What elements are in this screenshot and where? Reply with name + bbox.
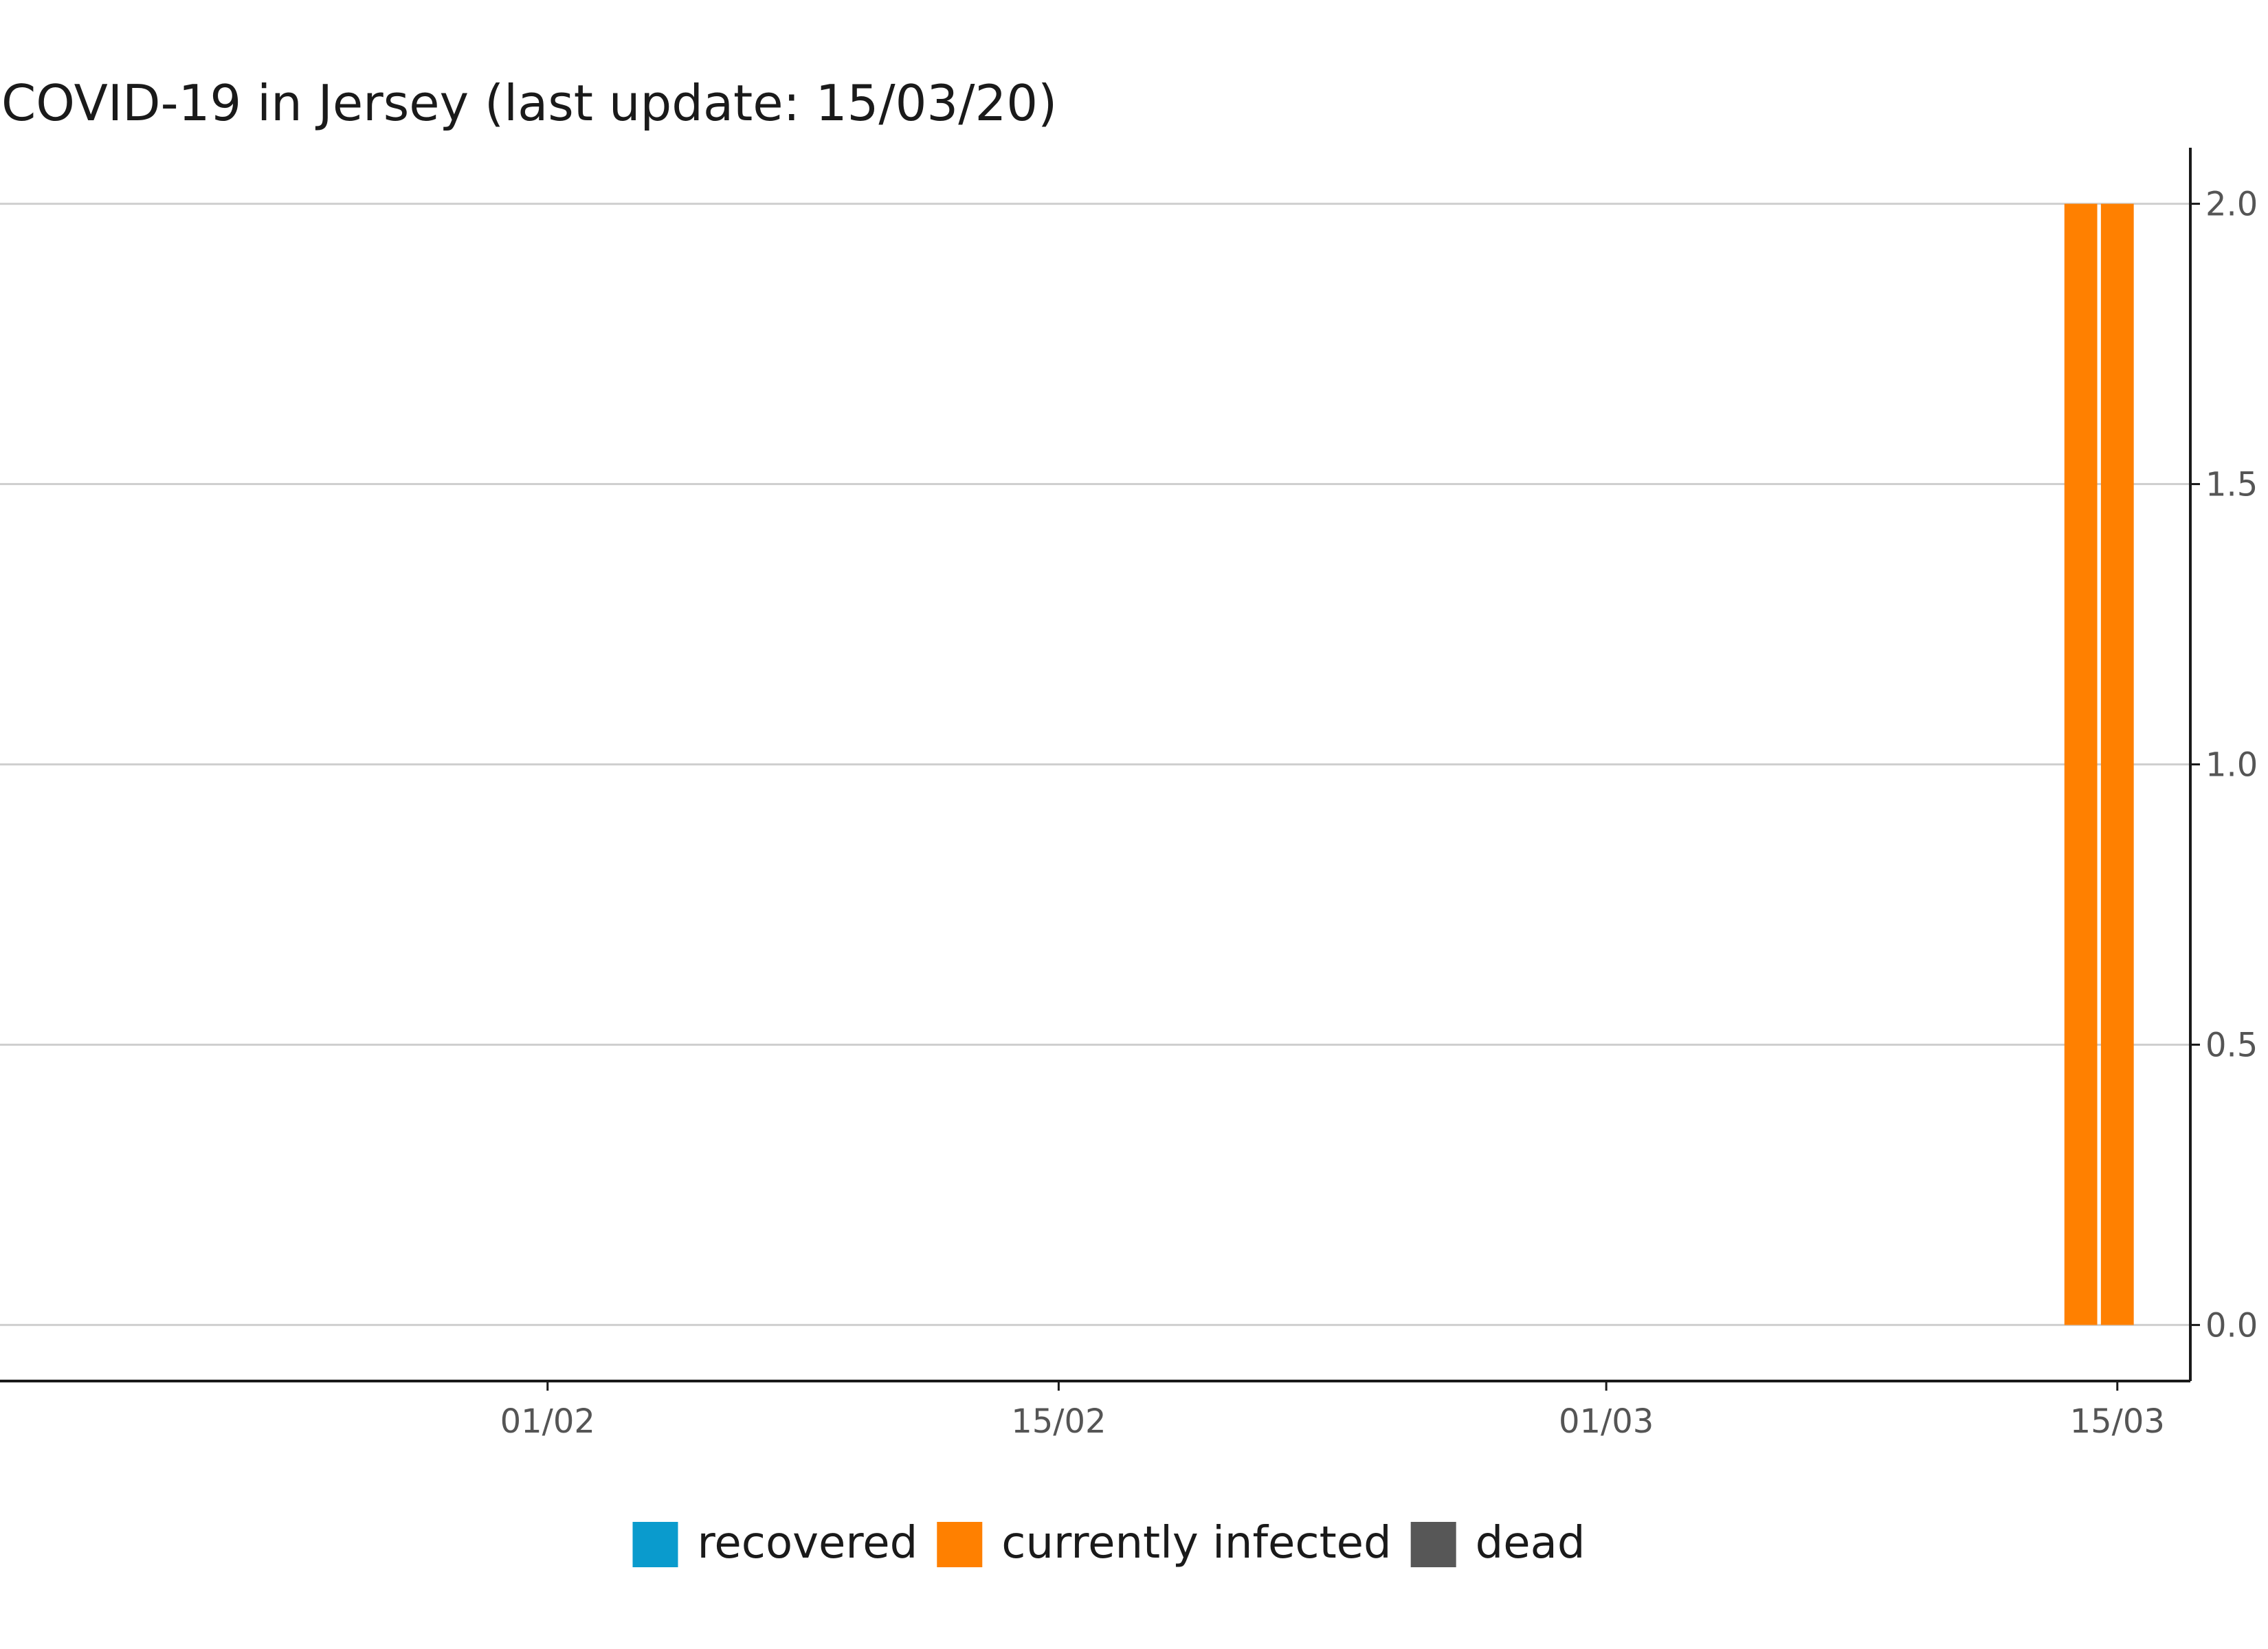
bars [2064, 203, 2134, 1325]
y-axis-ticks: 0.0 0.5 1.0 1.5 2.0 [2190, 186, 2258, 1345]
x-tick-label: 15/03 [2070, 1402, 2165, 1441]
x-tick-label: 01/03 [1559, 1402, 1654, 1441]
y-tick-label: 0.0 [2205, 1306, 2258, 1345]
legend-swatch [937, 1522, 983, 1567]
chart-title: COVID-19 in Jersey (last update: 15/03/2… [1, 74, 1057, 132]
x-axis-ticks: 01/02 15/02 01/03 15/03 [500, 1381, 2165, 1441]
y-tick-label: 2.0 [2205, 186, 2258, 224]
legend-label: recovered [697, 1518, 918, 1569]
x-tick-label: 01/02 [500, 1402, 595, 1441]
legend-swatch [1410, 1522, 1456, 1567]
legend-label: dead [1476, 1518, 1586, 1569]
y-tick-label: 0.5 [2205, 1026, 2258, 1064]
y-tick-label: 1.0 [2205, 746, 2258, 785]
x-tick-label: 15/02 [1011, 1402, 1106, 1441]
legend: recovered currently infected dead [632, 1518, 1586, 1569]
y-tick-label: 1.5 [2205, 466, 2258, 504]
legend-label: currently infected [1001, 1518, 1391, 1569]
gridlines [0, 203, 2190, 1326]
bar-currently-infected [2064, 203, 2098, 1325]
legend-swatch [632, 1522, 678, 1567]
bar-currently-infected [2100, 203, 2134, 1325]
